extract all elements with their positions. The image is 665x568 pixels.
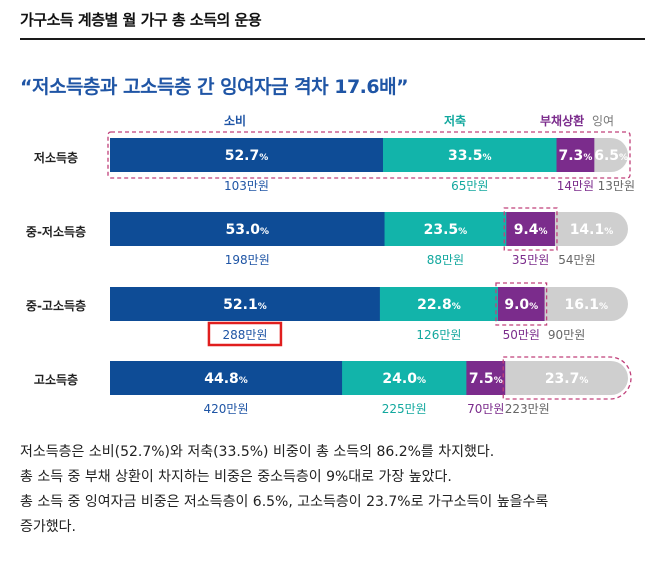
highlight-box-debt-repayment-upper-middle-income: [495, 282, 548, 326]
bar-segment-savings-upper-middle-income: [379, 287, 499, 321]
bar-segment-debt-repayment-low-income: [556, 138, 595, 172]
amount-label-consumption-high-income: 420만원: [204, 402, 249, 416]
bar-segment-debt-repayment-upper-middle-income: [497, 287, 546, 321]
bar-segment-consumption-upper-middle-income: [110, 287, 381, 321]
amount-label-debt-repayment-upper-middle-income: 50만원: [503, 328, 540, 342]
row-label-high-income: 고소득층: [33, 373, 79, 387]
data-label-debt-repayment-low-income: 7.3%: [559, 148, 593, 164]
stacked-bar-chart: 52.7% 103만원 33.5% 65만원 7.3% 14만원 6.5% 13만원 53.0%…: [107, 131, 635, 416]
data-label-surplus-high-income: 23.7%: [545, 371, 589, 387]
bar-segment-surplus-lower-middle-income: [554, 212, 628, 246]
legend-label-consumption: 소비: [224, 114, 247, 128]
highlight-red-box-consumption-upper-middle-income: [207, 321, 283, 347]
bar-segment-savings-lower-middle-income: [384, 212, 507, 246]
bar-segment-surplus-high-income: [505, 361, 628, 395]
amount-label-debt-repayment-lower-middle-income: 35만원: [512, 253, 549, 267]
body-text: 저소득층은 소비(52.7%)와 저축(33.5%) 비중이 총 소득의 86.…: [20, 440, 645, 540]
amount-label-consumption-lower-middle-income: 198만원: [225, 253, 270, 267]
data-label-consumption-high-income: 44.8%: [204, 371, 248, 387]
body-line: 총 소득 중 잉여자금 비중은 저소득층이 6.5%, 고소득층이 23.7%로…: [20, 494, 549, 510]
data-label-consumption-low-income: 52.7%: [225, 148, 269, 164]
data-label-savings-low-income: 33.5%: [448, 148, 492, 164]
amount-label-surplus-low-income: 13만원: [598, 179, 635, 193]
data-label-savings-high-income: 24.0%: [382, 371, 426, 387]
bar-segment-savings-high-income: [342, 361, 467, 395]
amount-label-consumption-upper-middle-income: 288만원: [222, 328, 267, 342]
highlight-box-surplus-high-income: [502, 356, 632, 400]
bar-segment-consumption-high-income: [110, 361, 343, 395]
data-label-debt-repayment-lower-middle-income: 9.4%: [514, 222, 548, 238]
legend-label-surplus: 잉여: [592, 114, 615, 128]
data-label-debt-repayment-high-income: 7.5%: [469, 371, 503, 387]
data-label-consumption-lower-middle-income: 53.0%: [225, 222, 269, 238]
row-label-low-income: 저소득층: [33, 151, 79, 165]
amount-label-savings-low-income: 65만원: [451, 179, 488, 193]
body-line: 증가했다.: [20, 519, 76, 535]
amount-label-debt-repayment-low-income: 14만원: [557, 179, 594, 193]
legend-label-debt-repayment: 부채상환: [540, 114, 585, 128]
amount-label-savings-high-income: 225만원: [382, 402, 427, 416]
bar-segment-debt-repayment-high-income: [466, 361, 506, 395]
bar-segment-surplus-upper-middle-income: [544, 287, 628, 321]
data-label-surplus-lower-middle-income: 14.1%: [570, 222, 614, 238]
data-label-consumption-upper-middle-income: 52.1%: [223, 297, 267, 313]
row-label-upper-middle-income: 중-고소득층: [25, 299, 87, 313]
amount-label-debt-repayment-high-income: 70만원: [467, 402, 504, 416]
body-line: 저소득층은 소비(52.7%)와 저축(33.5%) 비중이 총 소득의 86.…: [20, 444, 495, 460]
amount-label-surplus-high-income: 223만원: [505, 402, 550, 416]
bar-segment-savings-low-income: [382, 138, 558, 172]
bar-segment-consumption-lower-middle-income: [110, 212, 386, 246]
data-label-savings-upper-middle-income: 22.8%: [417, 297, 461, 313]
legend-label-savings: 저축: [444, 114, 467, 128]
page-title: 가구소득 계층별 월 가구 총 소득의 운용: [20, 11, 262, 29]
amount-label-surplus-upper-middle-income: 90만원: [548, 328, 585, 342]
amount-label-surplus-lower-middle-income: 54만원: [558, 253, 595, 267]
amount-label-savings-upper-middle-income: 126만원: [416, 328, 461, 342]
data-label-surplus-upper-middle-income: 16.1%: [565, 297, 609, 313]
data-label-surplus-low-income: 6.5%: [594, 148, 628, 164]
data-label-savings-lower-middle-income: 23.5%: [424, 222, 468, 238]
data-label-debt-repayment-upper-middle-income: 9.0%: [504, 297, 538, 313]
bar-segment-debt-repayment-lower-middle-income: [506, 212, 556, 246]
amount-label-savings-lower-middle-income: 88만원: [427, 253, 464, 267]
body-line: 총 소득 중 부채 상환이 차지하는 비중은 중소득층이 9%대로 가장 높았다…: [20, 469, 452, 485]
row-label-lower-middle-income: 중-저소득층: [25, 225, 87, 239]
bar-segment-surplus-low-income: [594, 138, 628, 172]
amount-label-consumption-low-income: 103만원: [224, 179, 269, 193]
title-divider: [20, 38, 645, 40]
chart-headline: “저소득층과 고소득층 간 잉여자금 격차 17.6배”: [20, 76, 409, 98]
highlight-box-low-income: [107, 131, 631, 179]
bar-segment-consumption-low-income: [110, 138, 384, 172]
highlight-box-debt-repayment-lower-middle-income: [503, 207, 558, 251]
